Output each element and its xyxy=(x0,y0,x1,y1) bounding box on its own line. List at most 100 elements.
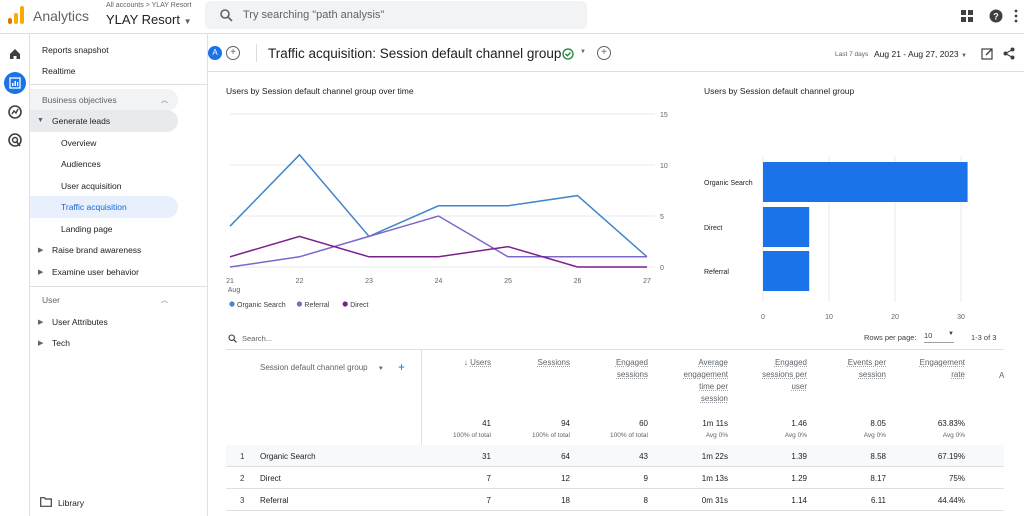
analytics-logo[interactable] xyxy=(8,6,24,24)
nav-reports-snapshot[interactable]: Reports snapshot xyxy=(42,45,109,55)
column-header[interactable]: Engagement rate xyxy=(920,357,965,381)
nav-tech[interactable]: Tech xyxy=(52,338,70,348)
column-header-text: Events per xyxy=(847,358,886,367)
column-total-sub: Avg 0% xyxy=(863,432,886,439)
column-header[interactable]: Events per session xyxy=(848,357,886,381)
column-header-text: user xyxy=(791,382,807,391)
column-total: 63.83% xyxy=(937,419,965,428)
customize-report-icon[interactable] xyxy=(981,47,994,60)
legend-label: Referral xyxy=(304,302,329,309)
folder-icon xyxy=(40,497,52,507)
table-cell: 75% xyxy=(948,474,965,483)
add-comparison-icon[interactable]: + xyxy=(226,46,240,60)
nav-business-objectives[interactable] xyxy=(30,89,178,111)
table-row[interactable]: 1 Organic Search 31 64 43 1m 22s 1.39 8.58 67.19… xyxy=(226,445,1004,467)
add-report-icon[interactable]: + xyxy=(597,46,611,60)
row-dimension-value: Referral xyxy=(260,496,289,505)
column-header[interactable]: Engaged sessions per user xyxy=(762,357,807,393)
line-chart-title: Users by Session default channel group o… xyxy=(226,86,414,96)
nav-generate-leads-label: Generate leads xyxy=(52,116,111,126)
x-tick-label: 20 xyxy=(891,314,899,321)
column-total-sub: 100% of total xyxy=(532,432,570,439)
column-total: 94 xyxy=(561,419,570,428)
rows-per-page-label: Rows per page: xyxy=(864,333,917,342)
column-header[interactable]: Average engagement time per session xyxy=(684,357,728,405)
column-header-line: Sessions xyxy=(538,357,570,369)
nav-generate-leads[interactable] xyxy=(30,110,178,132)
rows-per-page-select[interactable]: 10 ▼ xyxy=(924,331,954,343)
caret-down-icon[interactable]: ▼ xyxy=(580,49,586,55)
pagination-text: 1-3 of 3 xyxy=(971,333,997,342)
caret-right-icon: ▶ xyxy=(38,319,44,326)
nav-audiences[interactable]: Audiences xyxy=(61,159,101,169)
caret-right-icon: ▶ xyxy=(38,340,44,347)
search-icon xyxy=(228,334,237,343)
bar-organic-search[interactable] xyxy=(763,162,968,202)
column-header-text: sessions per xyxy=(762,370,807,379)
bar-chart: 0 10 20 30 Organic Search Direct Referral xyxy=(704,156,968,321)
reports-icon[interactable] xyxy=(4,72,26,94)
comparison-avatar[interactable]: A xyxy=(208,46,222,60)
y-tick-label: 10 xyxy=(660,163,668,170)
search-bar[interactable]: Try searching "path analysis" xyxy=(205,1,587,29)
caret-right-icon: ▶ xyxy=(38,269,44,276)
nav-user-acquisition[interactable]: User acquisition xyxy=(61,181,122,191)
table-cell: 18 xyxy=(561,496,570,505)
nav-realtime[interactable]: Realtime xyxy=(42,66,76,76)
nav-traffic-acquisition[interactable] xyxy=(30,196,178,218)
nav-raise-brand-awareness[interactable]: Raise brand awareness xyxy=(52,245,142,255)
column-total: 1.46 xyxy=(791,419,807,428)
more-vert-icon[interactable] xyxy=(1012,9,1020,23)
column-header-text: Engaged xyxy=(774,358,807,367)
search-input[interactable]: Try searching "path analysis" xyxy=(243,9,385,21)
table-cell: 31 xyxy=(482,452,491,461)
column-header-text: session xyxy=(858,370,886,379)
legend-marker xyxy=(229,301,235,307)
scroll-right-indicator[interactable]: A xyxy=(999,371,1005,380)
table-row[interactable]: 3 Referral 7 18 8 0m 31s 1.14 6.11 44.44% xyxy=(226,489,1004,511)
help-icon[interactable]: ? xyxy=(989,9,1003,23)
chevron-up-icon[interactable]: ︿ xyxy=(161,297,168,304)
dimension-selector[interactable]: Session default channel group ▼ xyxy=(260,363,384,372)
share-icon[interactable] xyxy=(1003,47,1015,60)
check-circle-icon[interactable] xyxy=(562,48,574,60)
nav-landing-page[interactable]: Landing page xyxy=(61,224,113,234)
nav-user-section[interactable]: User xyxy=(42,295,60,305)
divider xyxy=(256,44,257,62)
x-tick-label: 24 xyxy=(435,278,443,285)
column-header-line: ↓ Users xyxy=(464,357,491,369)
table-cell: 1.14 xyxy=(791,496,807,505)
table-row[interactable]: 2 Direct 7 12 9 1m 13s 1.29 8.17 75% xyxy=(226,467,1004,489)
table-cell: 7 xyxy=(486,474,491,483)
bar-direct[interactable] xyxy=(763,207,810,247)
caret-right-icon: ▶ xyxy=(38,247,44,254)
column-header[interactable]: ↓ Users xyxy=(464,357,491,369)
nav-library[interactable]: Library xyxy=(58,498,84,508)
x-tick-sublabel: Aug xyxy=(228,287,241,294)
apps-grid-icon[interactable] xyxy=(960,9,974,23)
nav-examine-user-behavior[interactable]: Examine user behavior xyxy=(52,267,139,277)
property-selector[interactable]: YLAY Resort ▼ xyxy=(106,12,192,27)
bar-referral[interactable] xyxy=(763,251,810,291)
x-tick-label: 10 xyxy=(825,314,833,321)
column-header-line: Events per xyxy=(848,357,886,369)
column-total: 8.05 xyxy=(870,419,886,428)
breadcrumb[interactable]: All accounts > YLAY Resort xyxy=(106,2,192,9)
column-header-text: time per xyxy=(699,382,728,391)
column-header[interactable]: Engaged sessions xyxy=(616,357,648,381)
add-dimension-button[interactable]: + xyxy=(398,360,406,374)
nav-overview[interactable]: Overview xyxy=(61,138,97,148)
date-range-picker[interactable]: Aug 21 - Aug 27, 2023 ▼ xyxy=(874,49,967,59)
home-icon[interactable] xyxy=(7,46,23,62)
caret-down-icon: ▼ xyxy=(37,117,44,124)
column-header-text: session xyxy=(700,394,728,403)
nav-user-attributes[interactable]: User Attributes xyxy=(52,317,108,327)
sort-arrow-icon[interactable]: ↓ xyxy=(463,358,471,367)
column-header[interactable]: Sessions xyxy=(538,357,570,369)
advertising-icon[interactable] xyxy=(7,132,23,148)
chevron-up-icon[interactable]: ︿ xyxy=(161,97,168,104)
explore-icon[interactable] xyxy=(7,104,23,120)
divider xyxy=(226,349,1004,350)
table-search-input[interactable]: Search... xyxy=(242,334,273,343)
bar-category-label: Referral xyxy=(704,269,729,276)
